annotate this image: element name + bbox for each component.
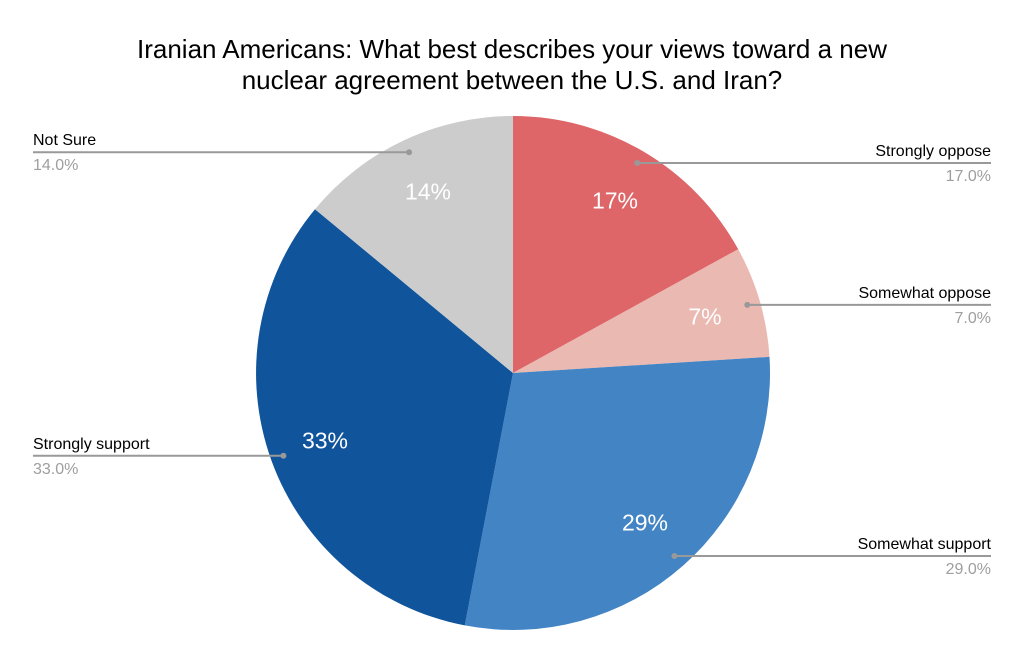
inside-percent-somewhat-oppose: 7% (688, 303, 722, 330)
callout-label-strongly-oppose: Strongly oppose (875, 142, 991, 160)
pie-slice-somewhat-support[interactable] (464, 356, 771, 630)
callout-label-not-sure: Not Sure (33, 132, 97, 150)
callout-label-somewhat-support: Somewhat support (857, 536, 991, 554)
callout-percent-somewhat-oppose: 7.0% (954, 309, 991, 327)
chart-title-line1: Iranian Americans: What best describes y… (136, 34, 887, 64)
callout-percent-not-sure: 14.0% (33, 157, 79, 175)
callout-label-strongly-support: Strongly support (33, 435, 150, 453)
callout-percent-somewhat-support: 29.0% (945, 561, 991, 579)
inside-percent-strongly-oppose: 17% (591, 187, 639, 214)
leader-dot-somewhat-oppose (744, 301, 751, 308)
pie-slice-strongly-oppose[interactable] (513, 116, 739, 373)
leader-dot-strongly-support (280, 452, 287, 459)
chart-title: Iranian Americans: What best describes y… (0, 34, 1024, 96)
leader-dot-not-sure (406, 149, 413, 156)
leader-dot-somewhat-support (671, 553, 678, 559)
callout-label-somewhat-oppose: Somewhat oppose (858, 284, 991, 302)
pie-slice-not-sure[interactable] (315, 116, 513, 373)
leader-dot-strongly-oppose (634, 160, 641, 166)
chart-title-line2: nuclear agreement between the U.S. and I… (241, 65, 783, 95)
callout-percent-strongly-oppose: 17.0% (945, 167, 991, 185)
inside-percent-not-sure: 14% (404, 178, 452, 205)
inside-percent-strongly-support: 33% (301, 427, 349, 454)
pie-slice-somewhat-oppose[interactable] (513, 249, 770, 373)
inside-percent-somewhat-support: 29% (621, 509, 669, 536)
pie-slice-strongly-support[interactable] (256, 209, 513, 626)
callout-percent-strongly-support: 33.0% (33, 460, 79, 478)
